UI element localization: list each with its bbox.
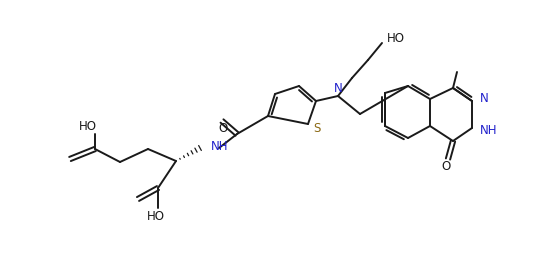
Text: NH: NH (211, 141, 228, 154)
Text: N: N (480, 92, 489, 105)
Text: S: S (314, 123, 321, 135)
Text: O: O (218, 123, 228, 135)
Text: O: O (441, 161, 450, 174)
Text: N: N (334, 82, 342, 95)
Text: NH: NH (480, 123, 498, 136)
Text: HO: HO (147, 209, 165, 222)
Text: HO: HO (387, 31, 405, 45)
Text: HO: HO (79, 120, 97, 133)
